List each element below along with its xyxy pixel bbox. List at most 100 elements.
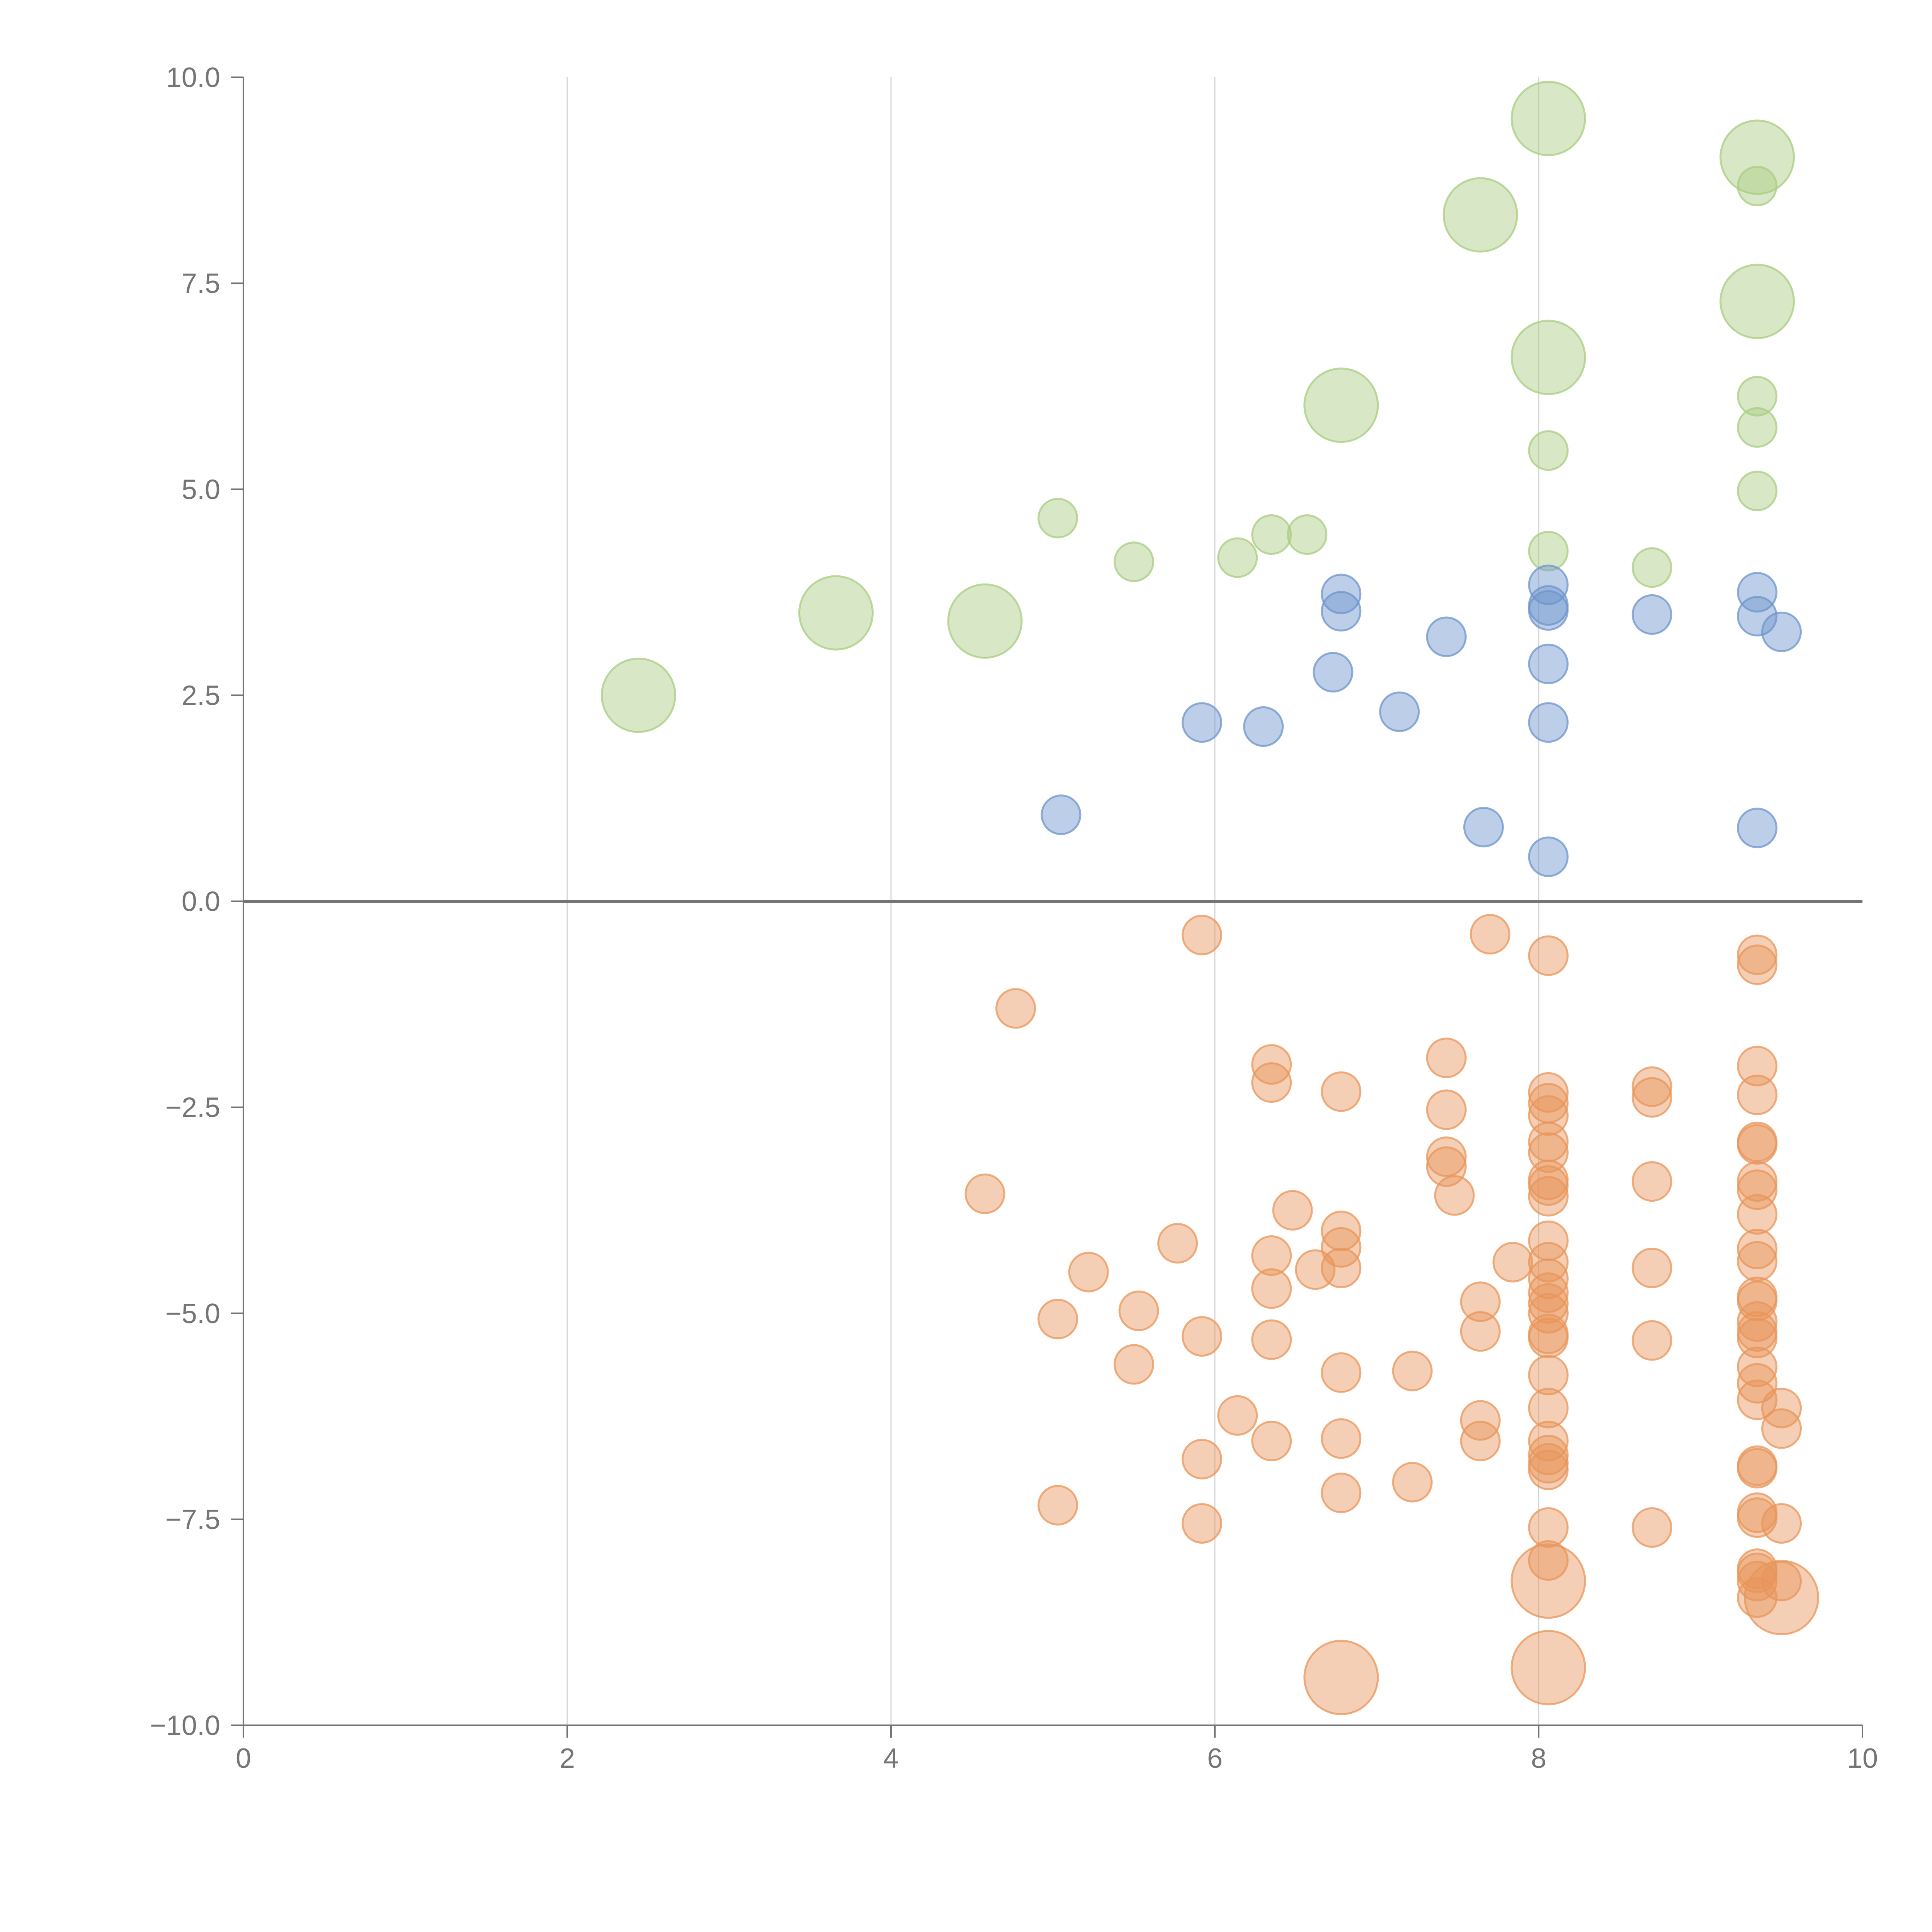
- x-tick-label: 2: [560, 1743, 575, 1774]
- data-point: [1631, 1161, 1672, 1202]
- data-point: [1761, 1408, 1802, 1449]
- data-point: [1737, 1318, 1778, 1359]
- data-point: [1631, 594, 1672, 635]
- data-point: [1737, 1194, 1778, 1235]
- y-tick-label: −10.0: [150, 1710, 220, 1741]
- data-point: [1737, 1281, 1778, 1321]
- y-tick-label: −5.0: [165, 1298, 220, 1329]
- data-point: [1737, 1301, 1778, 1342]
- data-point: [1392, 1462, 1433, 1503]
- data-point: [1426, 1089, 1467, 1130]
- data-point: [1737, 1169, 1778, 1210]
- y-tick-label: 5.0: [182, 474, 220, 505]
- data-point: [1321, 1211, 1362, 1251]
- series-0: [600, 81, 1795, 733]
- data-point: [1492, 1242, 1533, 1282]
- data-point: [1426, 1136, 1467, 1177]
- y-tick-label: 7.5: [182, 268, 220, 299]
- data-point: [1528, 836, 1569, 877]
- data-point: [1303, 367, 1379, 443]
- data-point: [1737, 407, 1778, 448]
- data-point: [1321, 591, 1362, 632]
- data-point: [1737, 166, 1778, 206]
- data-point: [1460, 1311, 1501, 1352]
- data-point: [1737, 1075, 1778, 1116]
- data-point: [1528, 1293, 1569, 1334]
- data-point: [1426, 1037, 1467, 1078]
- data-point: [1631, 1248, 1672, 1288]
- data-point: [1251, 1044, 1292, 1085]
- data-point: [1631, 1066, 1672, 1107]
- y-tick-label: 10.0: [166, 62, 220, 93]
- data-point: [1737, 808, 1778, 849]
- data-point: [1442, 177, 1518, 253]
- data-point: [1321, 1352, 1362, 1393]
- data-point: [964, 1173, 1005, 1214]
- data-point: [1182, 1316, 1222, 1357]
- data-point: [1528, 430, 1569, 471]
- data-point: [1037, 1299, 1078, 1340]
- data-point: [1528, 1318, 1569, 1359]
- x-tick-label: 10: [1847, 1743, 1878, 1774]
- data-point: [1761, 1388, 1802, 1429]
- data-point: [1303, 1639, 1379, 1715]
- data-point: [1761, 611, 1802, 652]
- data-point: [995, 988, 1036, 1029]
- data-point: [1737, 934, 1778, 975]
- data-point: [1157, 1223, 1198, 1264]
- data-point: [1528, 643, 1569, 684]
- axes: [243, 77, 1862, 1726]
- data-point: [1719, 119, 1795, 195]
- data-point: [1037, 1485, 1078, 1526]
- data-point: [1744, 1560, 1819, 1635]
- data-point: [798, 575, 874, 651]
- data-point: [1761, 1503, 1802, 1544]
- data-point: [1469, 914, 1510, 955]
- y-tick-label: −7.5: [165, 1504, 220, 1535]
- data-point: [600, 657, 676, 733]
- data-point: [1528, 1435, 1569, 1475]
- data-point: [1528, 1242, 1569, 1282]
- data-point: [1737, 1448, 1778, 1489]
- data-point: [1182, 915, 1222, 956]
- data-point: [1528, 1072, 1569, 1113]
- data-point: [1737, 1046, 1778, 1087]
- data-point: [1719, 264, 1795, 339]
- data-point: [1737, 1228, 1778, 1269]
- data-point: [1737, 1379, 1778, 1420]
- data-point: [1528, 1176, 1569, 1217]
- data-point: [1510, 320, 1586, 395]
- y-tick-label: 0.0: [182, 886, 220, 917]
- data-point: [1463, 807, 1504, 848]
- data-point: [1737, 1124, 1778, 1165]
- x-tick-labels: 0 2 4 6 8 10: [236, 1743, 1878, 1774]
- data-point: [1321, 1071, 1362, 1112]
- data-point: [1631, 1507, 1672, 1548]
- data-point: [1118, 1290, 1159, 1331]
- data-point: [1182, 1439, 1222, 1480]
- data-point: [1426, 616, 1467, 657]
- data-point: [1434, 1175, 1475, 1216]
- data-point: [1217, 537, 1258, 578]
- data-point: [1251, 1235, 1292, 1276]
- series-2: [964, 914, 1819, 1715]
- data-point: [1287, 514, 1328, 555]
- data-point: [1528, 1283, 1569, 1324]
- data-point: [1528, 1272, 1569, 1313]
- data-point: [1251, 1268, 1292, 1309]
- data-point: [1251, 1319, 1292, 1360]
- data-point: [1510, 81, 1586, 156]
- tick-marks: [231, 77, 1863, 1738]
- data-point: [1528, 1165, 1569, 1206]
- data-point: [1251, 1062, 1292, 1103]
- data-point: [1528, 531, 1569, 571]
- data-point: [1737, 1161, 1778, 1202]
- data-point: [1379, 691, 1420, 732]
- data-point: [1321, 573, 1362, 614]
- data-point: [1251, 1420, 1292, 1461]
- data-point: [1528, 1449, 1569, 1490]
- y-tick-label: −2.5: [165, 1092, 220, 1123]
- data-point: [1737, 1561, 1778, 1602]
- data-point: [1528, 1540, 1569, 1581]
